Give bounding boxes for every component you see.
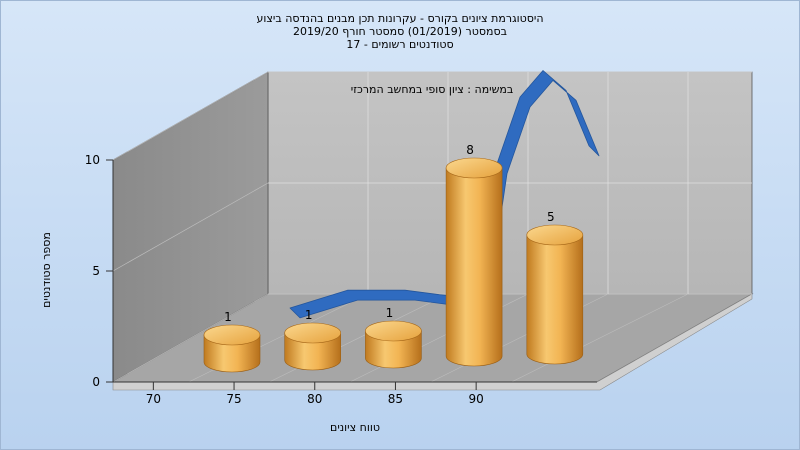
bar-body <box>445 167 503 367</box>
bar-value-label: 1 <box>305 308 313 322</box>
bar: 1 <box>284 308 342 371</box>
grid-line-side <box>112 71 269 161</box>
bar-body <box>203 334 261 373</box>
x-tick-label: 75 <box>226 392 241 406</box>
y-tick-label: 0 <box>92 375 100 389</box>
x-tick-label: 70 <box>146 392 161 406</box>
x-ticks: 70 75 80 85 90 <box>146 382 484 406</box>
bar: 1 <box>203 310 261 373</box>
x-tick-label: 80 <box>307 392 322 406</box>
bar-value-label: 1 <box>386 306 394 320</box>
y-ticks: 0 5 10 <box>85 153 113 389</box>
y-axis-title: מספר סטודנטים <box>40 232 53 308</box>
bar: 8 <box>445 143 503 367</box>
bar-top <box>365 320 422 342</box>
bar-value-label: 1 <box>224 310 232 324</box>
bar-top <box>526 224 584 246</box>
chart-title-line-3: סטודנטים רשומים - 17 <box>346 38 454 51</box>
bar-body <box>284 332 341 371</box>
chart-title-line-2: בסמסטר (01/2019) סמסטר חורף 2019/20 <box>293 25 507 38</box>
y-tick-label: 5 <box>92 264 100 278</box>
grid-line-floor <box>511 293 689 383</box>
x-tick-label: 90 <box>469 392 484 406</box>
bar-body <box>365 330 422 369</box>
bar-value-label: 5 <box>547 210 555 224</box>
bar-top <box>203 324 261 346</box>
grid-line-side <box>112 182 269 272</box>
x-tick-label: 85 <box>388 392 403 406</box>
x-axis-title: טווח ציונים <box>330 421 380 434</box>
bar: 5 <box>526 210 584 365</box>
bar-body <box>526 234 584 365</box>
chart-subtitle: במשימה : ציון סופי במחשב המרכזי <box>351 83 514 96</box>
bar-top <box>445 157 503 179</box>
bar-top <box>284 322 342 344</box>
bars: 1 1 185 <box>203 143 584 373</box>
bar: 1 <box>365 306 422 369</box>
chart-title-line-1: היסטוגרמת ציונים בקורס - עקרונות תכן מבנ… <box>256 12 544 25</box>
y-tick-label: 10 <box>85 153 100 167</box>
grid-line-side <box>112 293 269 383</box>
bar-value-label: 8 <box>466 143 474 157</box>
